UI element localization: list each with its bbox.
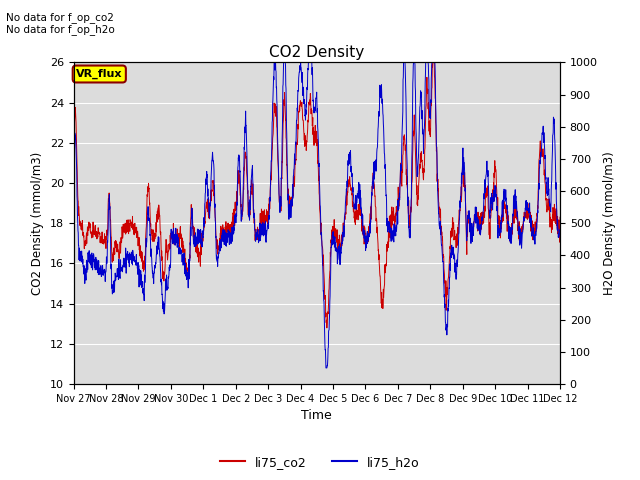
Y-axis label: H2O Density (mmol/m3): H2O Density (mmol/m3) (604, 151, 616, 295)
Text: No data for f_op_co2
No data for f_op_h2o: No data for f_op_co2 No data for f_op_h2… (6, 12, 115, 36)
Text: VR_flux: VR_flux (76, 69, 122, 79)
X-axis label: Time: Time (301, 409, 332, 422)
Legend: li75_co2, li75_h2o: li75_co2, li75_h2o (215, 451, 425, 474)
Title: CO2 Density: CO2 Density (269, 45, 364, 60)
Y-axis label: CO2 Density (mmol/m3): CO2 Density (mmol/m3) (31, 152, 44, 295)
